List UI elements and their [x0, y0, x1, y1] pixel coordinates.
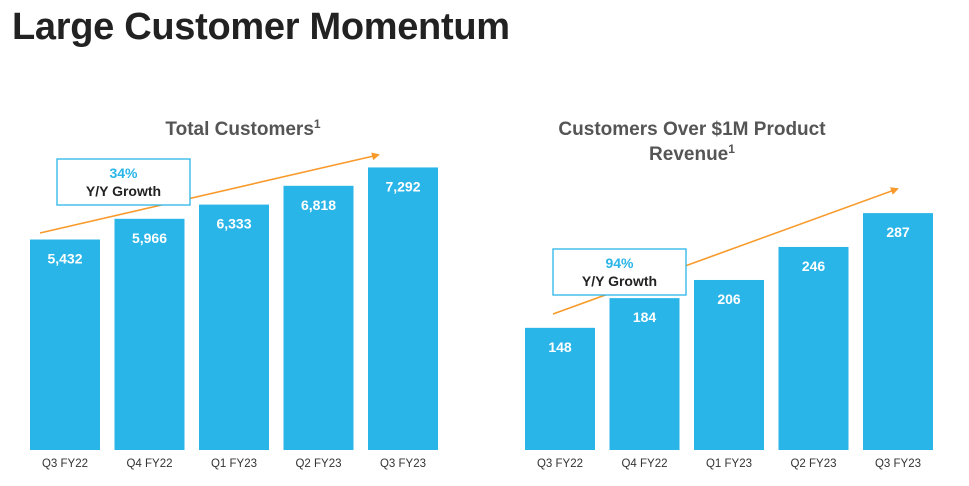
- chart-2-title-line: Revenue1: [649, 142, 735, 165]
- chart-2-bar: [525, 327, 595, 450]
- chart-1-bar: [30, 239, 100, 450]
- chart-1-title-line: Total Customers1: [165, 117, 321, 140]
- chart-1-bar-value-label: 7,292: [385, 178, 420, 194]
- chart-1-title-superscript: 1: [314, 117, 321, 131]
- chart-2-bar: [694, 279, 764, 450]
- chart-2-x-tick-label: Q1 FY23: [706, 458, 752, 470]
- chart-2-bar-value-label: 206: [717, 291, 741, 307]
- chart-2-bar-value-label: 287: [886, 224, 910, 240]
- chart-1-x-tick-label: Q1 FY23: [211, 458, 257, 470]
- chart-1-x-tick-label: Q2 FY23: [295, 458, 341, 470]
- chart-1-bar-value-label: 6,818: [301, 197, 336, 213]
- chart-2-bar-value-label: 148: [548, 339, 572, 355]
- chart-1-bar: [199, 204, 269, 450]
- chart-2-x-tick-label: Q2 FY23: [790, 458, 836, 470]
- chart-2-title-superscript: 1: [728, 142, 735, 156]
- chart-2-bar: [778, 246, 849, 450]
- chart-2-growth-box: [552, 248, 687, 296]
- chart-1-x-tick-label: Q3 FY22: [42, 458, 88, 470]
- chart-1-x-tick-label: Q4 FY22: [126, 458, 172, 470]
- chart-2-bar-value-label: 246: [802, 258, 826, 274]
- chart-1-growth-label: Y/Y Growth: [86, 183, 161, 199]
- chart-2-title-line: Customers Over $1M Product: [558, 119, 826, 140]
- chart-1-growth-value: 34%: [109, 165, 138, 181]
- chart-1-growth-arrow: [39, 152, 380, 234]
- chart-1-bar: [283, 185, 354, 451]
- page-title: Large Customer Momentum: [12, 6, 510, 48]
- chart-2-x-tick-label: Q3 FY23: [875, 458, 921, 470]
- chart-1-bar-value-label: 6,333: [216, 216, 251, 232]
- chart-2-x-tick-label: Q4 FY22: [621, 458, 667, 470]
- chart-2-bar: [609, 298, 680, 450]
- chart-1-bar-value-label: 5,432: [47, 251, 82, 267]
- chart-2-growth-label: Y/Y Growth: [582, 273, 657, 289]
- chart-2-bar: [863, 213, 933, 450]
- chart-1-bar: [368, 167, 438, 450]
- chart-2-growth-value: 94%: [605, 255, 634, 271]
- chart-1-x-tick-label: Q3 FY23: [380, 458, 426, 470]
- chart-2-x-tick-label: Q3 FY22: [537, 458, 583, 470]
- chart-1-bar: [114, 218, 185, 450]
- chart-1-bar-value-label: 5,966: [132, 230, 167, 246]
- chart-2-bar-value-label: 184: [633, 309, 657, 325]
- chart-1-growth-box: [56, 158, 191, 206]
